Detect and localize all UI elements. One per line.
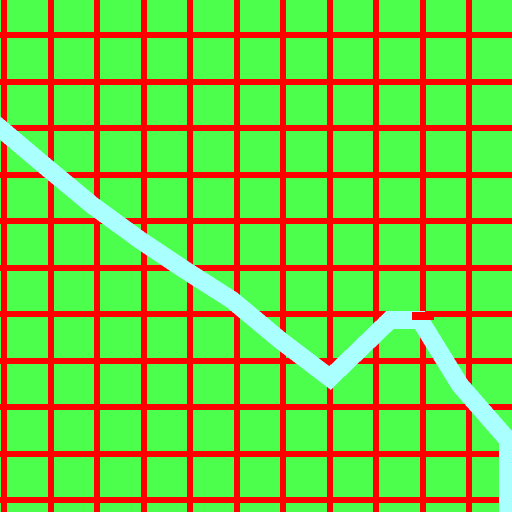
grid-line-vertical bbox=[373, 0, 379, 512]
grid-line-horizontal bbox=[0, 265, 512, 271]
grid-line-vertical bbox=[466, 0, 472, 512]
grid-line-horizontal bbox=[0, 497, 512, 503]
grid-line-horizontal bbox=[0, 172, 512, 178]
grid-line-horizontal bbox=[0, 218, 512, 224]
grid-line-vertical bbox=[94, 0, 100, 512]
grid-line-vertical bbox=[141, 0, 147, 512]
grid-line-horizontal bbox=[0, 451, 512, 457]
grid-line-vertical bbox=[48, 0, 54, 512]
grid-line-horizontal bbox=[0, 32, 512, 38]
grid-line-vertical bbox=[327, 0, 333, 512]
grid-line-vertical bbox=[187, 0, 193, 512]
grid-line-horizontal bbox=[0, 125, 512, 131]
trail-path bbox=[0, 116, 512, 512]
grid-line-horizontal bbox=[0, 404, 512, 410]
grid-line-horizontal bbox=[0, 79, 512, 85]
grid-line-vertical bbox=[234, 0, 240, 512]
grid-line-vertical bbox=[1, 0, 7, 512]
grid-line-horizontal bbox=[0, 358, 512, 364]
grid-line-vertical bbox=[280, 0, 286, 512]
trail-peak-cap bbox=[412, 312, 434, 320]
grid-line-vertical bbox=[420, 0, 426, 512]
